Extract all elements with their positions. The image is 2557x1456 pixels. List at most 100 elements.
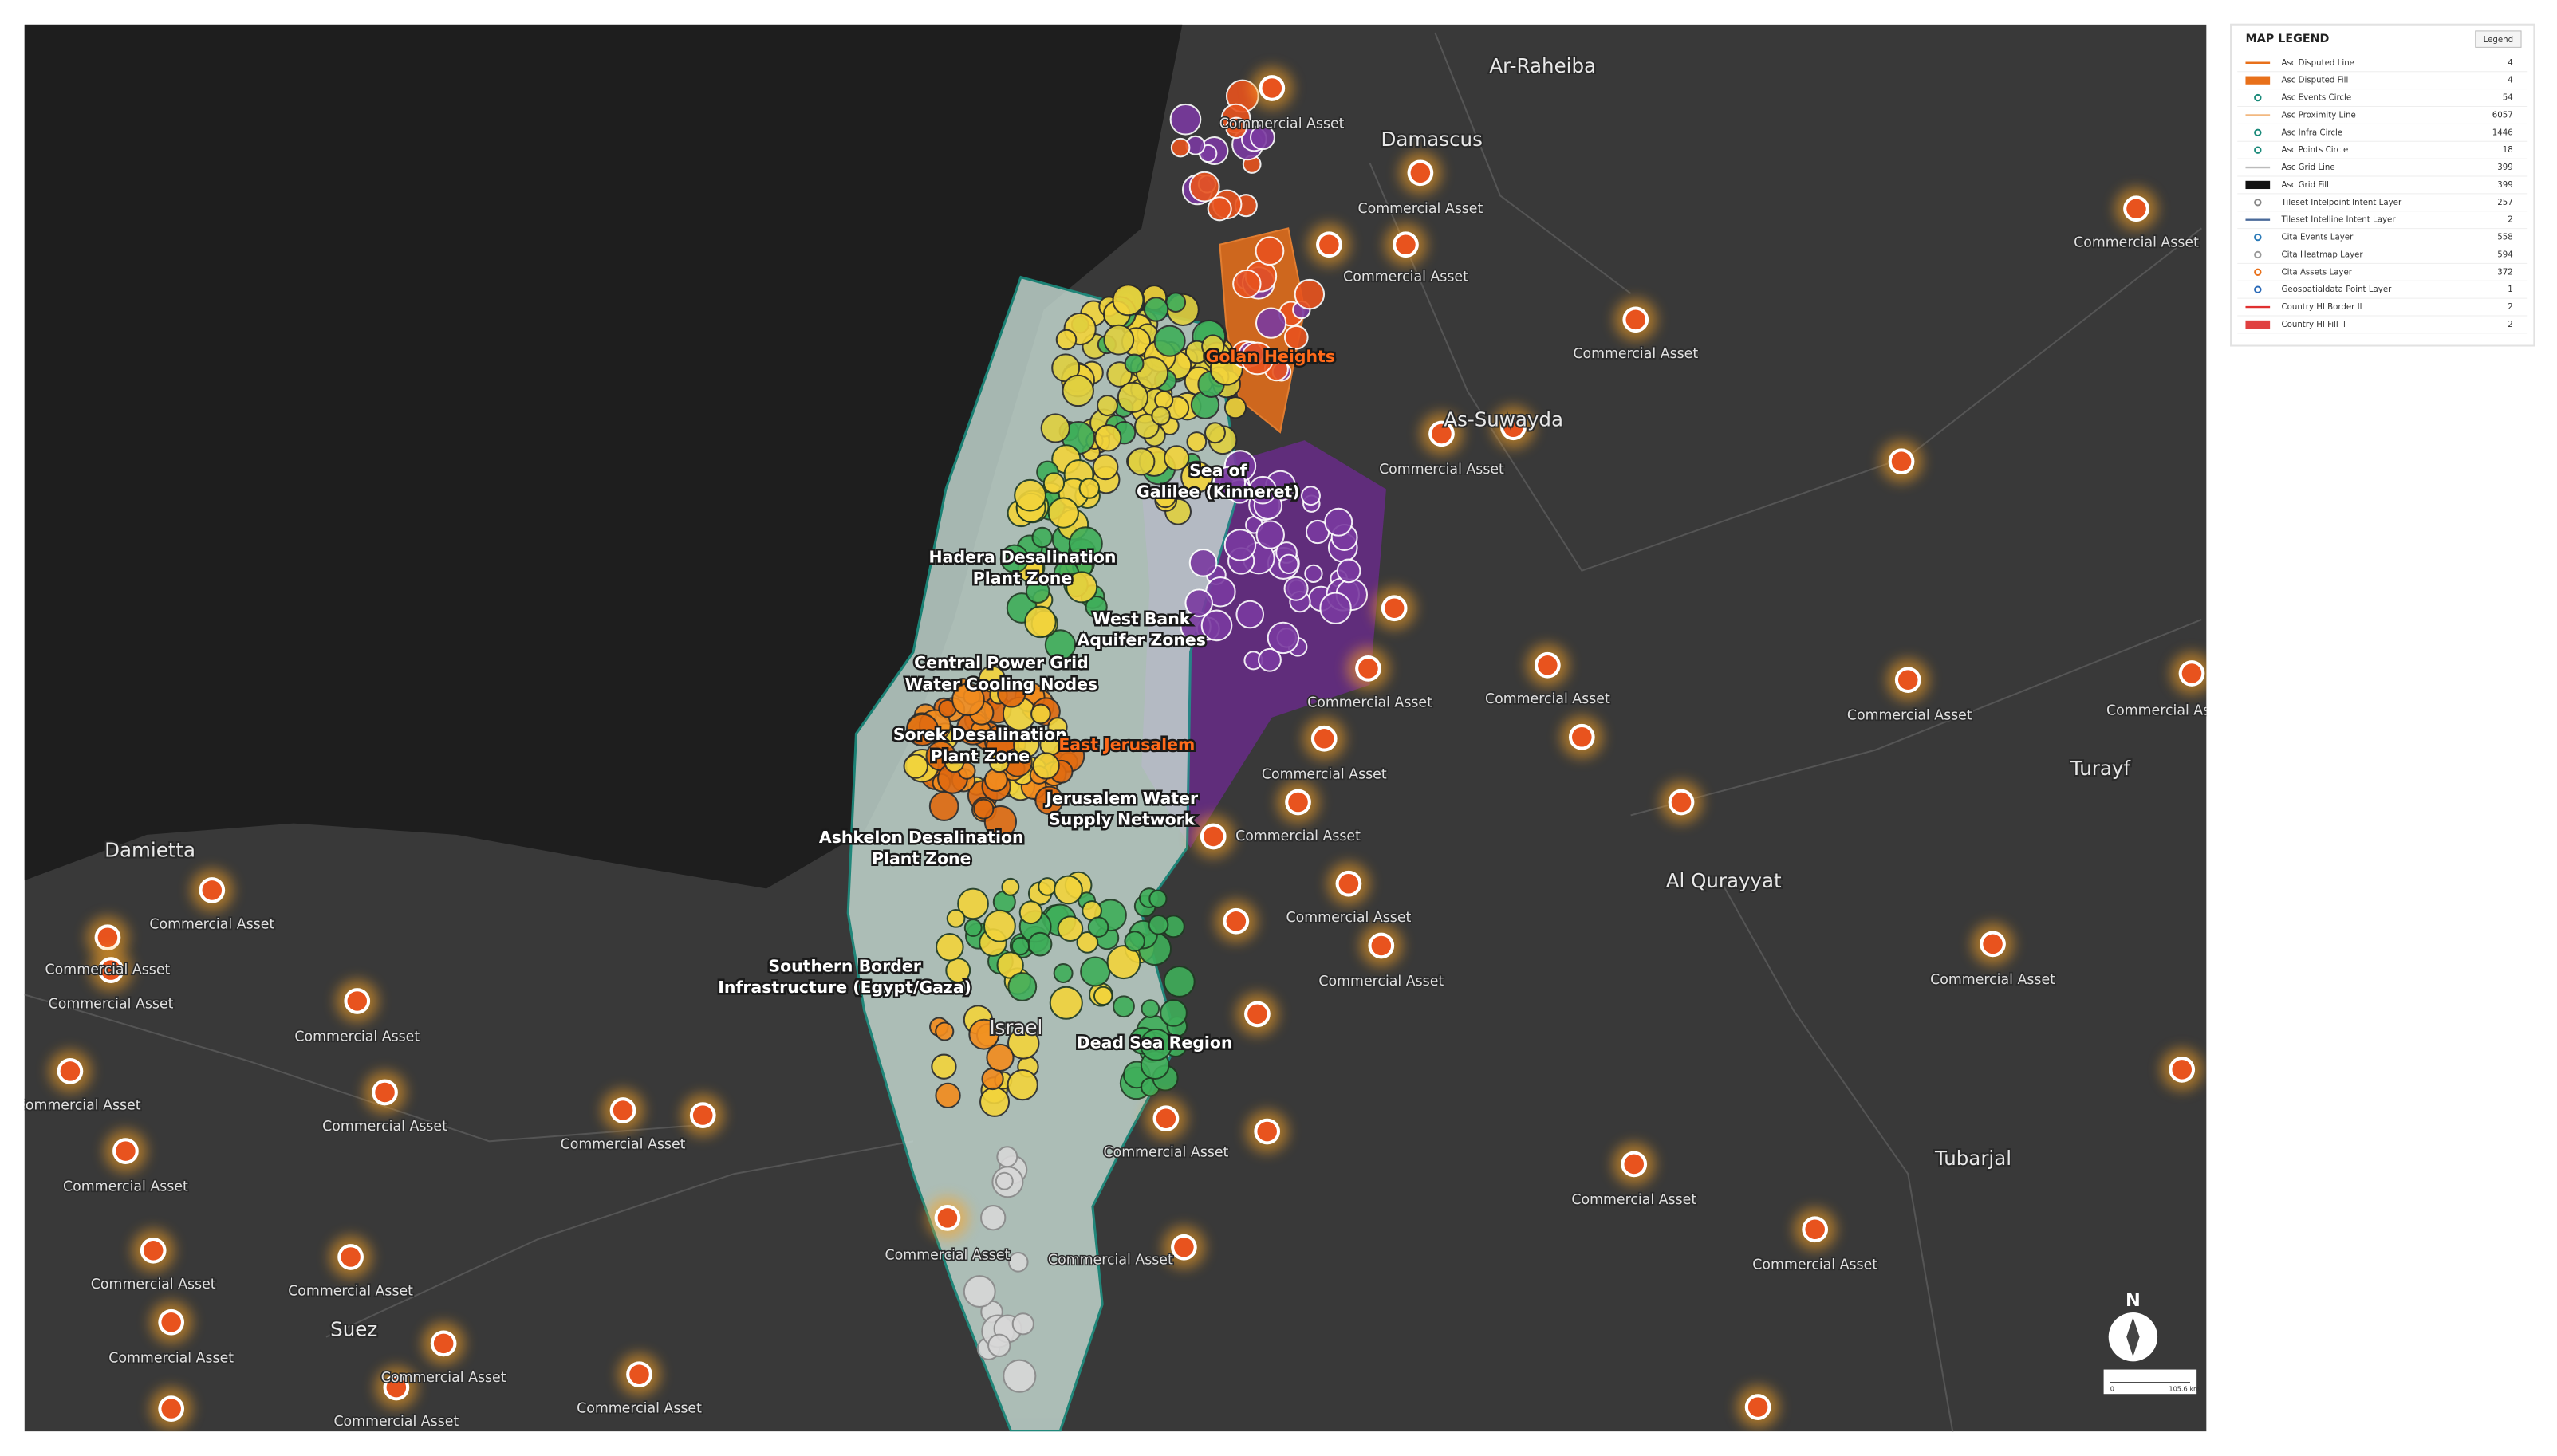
- legend-item-name: Asc Infra Circle: [2281, 128, 2342, 137]
- legend-swatch: [2254, 285, 2262, 293]
- asset-label: Commercial Asset: [1485, 691, 1610, 707]
- cluster-point: [1038, 877, 1057, 896]
- cluster-point: [1040, 413, 1070, 443]
- legend-item-name: Country Hl Border Il: [2281, 303, 2362, 312]
- cluster-point: [997, 679, 1026, 708]
- cluster-point: [1057, 915, 1084, 942]
- road: [1630, 619, 2202, 817]
- cluster-point: [1047, 497, 1079, 529]
- cluster-point: [1007, 1251, 1029, 1273]
- legend-item-name: Asc Disputed Fill: [2281, 77, 2348, 85]
- asset-marker: [1247, 1004, 1267, 1025]
- cluster-point: [986, 1043, 1015, 1072]
- cluster-point: [979, 1086, 1011, 1117]
- cluster-point: [1294, 278, 1326, 310]
- legend-swatch: [2245, 76, 2271, 85]
- asset-label: Commercial Asset: [288, 1283, 413, 1299]
- cluster-point: [1080, 956, 1111, 987]
- asset-marker: [347, 991, 368, 1011]
- cluster-point: [1248, 475, 1277, 505]
- legend-item-count: 1446: [2492, 128, 2513, 137]
- cluster-point: [1255, 236, 1285, 266]
- asset-marker: [2172, 1060, 2192, 1080]
- region-label-line: Supply Network: [1049, 810, 1196, 829]
- cluster-point: [906, 713, 940, 747]
- cluster-point: [1044, 629, 1077, 661]
- road: [1720, 880, 1954, 1432]
- place-label: As-Suwayda: [1444, 408, 1563, 431]
- region-label-line: West Bank: [1093, 609, 1191, 628]
- asset-marker: [1624, 1154, 1644, 1175]
- israel-zone: [846, 275, 1241, 1432]
- cluster-point: [936, 933, 964, 962]
- asset-label: Commercial Asset: [885, 1247, 1011, 1263]
- legend-item-name: Asc Grid Fill: [2281, 181, 2329, 190]
- asset-label: Commercial Asset: [1847, 708, 1972, 724]
- compass: N: [2108, 1290, 2158, 1362]
- layer-assets: [49, 66, 2207, 1430]
- region-label-line: Central Power Grid: [914, 653, 1089, 672]
- cluster-point: [931, 1053, 957, 1080]
- region-label-line: Plant Zone: [872, 849, 971, 868]
- scale-start: 0: [2110, 1385, 2114, 1393]
- cluster-point: [1184, 588, 1214, 617]
- cluster-point: [996, 951, 1024, 979]
- cluster-point: [1258, 647, 1282, 672]
- asset-marker: [60, 1061, 81, 1081]
- place-label: Damascus: [1381, 128, 1483, 151]
- region-label: Dead Sea Region: [1077, 1033, 1233, 1053]
- legend-item-count: 4: [2508, 77, 2513, 85]
- legend-panel: MAP LEGEND Legend Asc Disputed Line 4 Asc …: [2230, 23, 2535, 347]
- asset-marker: [1396, 234, 1416, 255]
- place-label: Damietta: [104, 838, 195, 861]
- asset-marker: [692, 1105, 713, 1125]
- cluster-point: [1148, 914, 1169, 935]
- cluster-point: [1127, 447, 1156, 476]
- cluster-point: [963, 1275, 996, 1308]
- asset-marker: [1747, 1397, 1768, 1417]
- asset-marker: [1156, 1108, 1176, 1128]
- cluster-point: [903, 754, 929, 779]
- asset-marker: [341, 1247, 361, 1267]
- cluster-point: [1163, 965, 1196, 998]
- cluster-point: [1319, 592, 1352, 624]
- cluster-point: [980, 1205, 1007, 1231]
- legend-button-label[interactable]: Legend: [2484, 36, 2514, 45]
- cluster-point: [968, 1018, 1000, 1050]
- asset-marker: [161, 1399, 181, 1419]
- place-label: Israel: [989, 1016, 1042, 1039]
- asset-label: Commercial Asset: [1930, 972, 2055, 988]
- legend-item-count: 257: [2497, 199, 2513, 207]
- asset-marker: [1572, 726, 1592, 747]
- cluster-point: [1255, 307, 1287, 339]
- cluster-point: [928, 791, 959, 821]
- cluster-point: [1250, 124, 1275, 151]
- cluster-point: [1055, 329, 1078, 351]
- asset-marker: [1891, 451, 1912, 471]
- cluster-point: [1025, 579, 1050, 604]
- asset-marker: [386, 1377, 407, 1398]
- cluster-point: [1336, 558, 1361, 584]
- asset-label: Commercial Asset: [149, 916, 274, 932]
- cluster-point: [1304, 564, 1323, 584]
- cluster-point: [1054, 875, 1083, 905]
- compass-needle: [2126, 1317, 2140, 1357]
- asset-label: Commercial Asset: [1357, 201, 1483, 217]
- region-label: West Bank Aquifer Zones: [1078, 609, 1206, 650]
- cluster-point: [1169, 103, 1202, 136]
- scale-bar: 0 105.6 km: [2103, 1369, 2200, 1395]
- asset-marker: [202, 880, 223, 900]
- cluster-point: [1014, 478, 1047, 512]
- cluster-point: [1032, 752, 1060, 780]
- asset-label: Commercial Asset: [333, 1414, 459, 1430]
- legend-item-name: Geospatialdata Point Layer: [2281, 285, 2392, 294]
- scale-box: [2103, 1369, 2197, 1395]
- cluster-point: [1066, 571, 1098, 604]
- cluster-point: [1094, 424, 1122, 452]
- cluster-point: [1223, 529, 1257, 561]
- asset-marker: [1358, 659, 1378, 679]
- legend-button[interactable]: [2475, 30, 2522, 48]
- cluster-point: [944, 752, 965, 773]
- legend-item-name: Tileset Intelpoint Intent Layer: [2280, 199, 2401, 207]
